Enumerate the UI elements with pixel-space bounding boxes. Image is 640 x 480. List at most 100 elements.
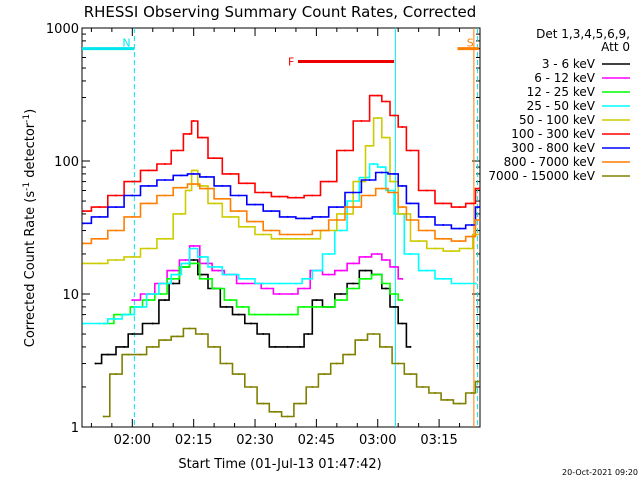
data-point [376, 94, 379, 97]
data-point [164, 299, 167, 302]
y-tick-label: 1000 [46, 22, 79, 37]
data-point [131, 215, 134, 218]
legend-label: 300 - 800 keV [511, 141, 595, 155]
data-point [327, 273, 330, 276]
data-point [470, 235, 473, 238]
data-point [204, 277, 207, 280]
data-point [393, 180, 396, 183]
data-point [213, 202, 216, 205]
legend-label: 12 - 25 keV [527, 85, 596, 99]
data-point [204, 187, 207, 190]
data-point [114, 206, 117, 209]
data-point [409, 252, 412, 255]
data-point [384, 100, 387, 103]
data-point [327, 180, 330, 183]
data-point [294, 237, 297, 240]
data-point [184, 262, 187, 265]
data-point [221, 197, 224, 200]
data-point [225, 305, 228, 308]
data-point [213, 345, 216, 348]
data-point [434, 392, 437, 395]
data-point [266, 313, 269, 316]
data-point [393, 172, 396, 175]
data-point [164, 162, 167, 165]
data-point [401, 184, 404, 187]
data-point [393, 191, 396, 194]
data-point [397, 362, 400, 365]
data-point [274, 345, 277, 348]
data-point [147, 299, 150, 302]
data-point [237, 194, 240, 197]
legend-header-line-1: Det 1,3,4,5,6,9, [536, 27, 630, 41]
data-point [192, 172, 195, 175]
series-layer [82, 94, 481, 418]
data-point [262, 333, 265, 336]
data-point [204, 262, 207, 265]
data-point [82, 322, 85, 325]
data-point [147, 169, 150, 172]
data-point [114, 259, 117, 262]
data-point [217, 287, 220, 290]
data-point [470, 202, 473, 205]
x-tick-label: 03:00 [359, 433, 396, 448]
data-point [466, 247, 469, 250]
data-point [409, 219, 412, 222]
data-point [200, 255, 203, 258]
data-point [315, 305, 318, 308]
data-point [176, 335, 179, 338]
data-point [401, 126, 404, 129]
data-point [384, 287, 387, 290]
data-point [442, 237, 445, 240]
data-point [147, 202, 150, 205]
data-point [290, 293, 293, 295]
legend-label: 6 - 12 keV [534, 71, 596, 85]
chart-title: RHESSI Observing Summary Count Rates, Co… [84, 3, 477, 21]
data-point [478, 219, 481, 222]
data-point [352, 287, 355, 290]
data-point [299, 345, 302, 348]
y-tick-label: 10 [62, 288, 79, 303]
data-point [442, 277, 445, 280]
data-point [94, 362, 97, 365]
data-point [278, 293, 281, 295]
series-line-0 [95, 259, 411, 365]
data-point [384, 282, 387, 285]
data-point [98, 215, 101, 218]
flag-label: F [288, 55, 294, 68]
data-point [237, 313, 240, 316]
legend-label: 3 - 6 keV [542, 57, 596, 71]
data-point [470, 392, 473, 395]
data-point [470, 224, 473, 227]
data-point [164, 339, 167, 342]
data-point [458, 227, 461, 230]
data-point [425, 229, 428, 232]
data-point [401, 299, 404, 302]
data-point [335, 219, 338, 222]
data-point [229, 299, 232, 302]
data-point [339, 299, 342, 302]
data-point [315, 299, 318, 302]
data-point [352, 262, 355, 265]
data-point [147, 184, 150, 187]
data-point [192, 169, 195, 172]
data-point [278, 282, 281, 285]
data-point [311, 194, 314, 197]
data-point [409, 202, 412, 205]
data-point [164, 237, 167, 240]
data-point [286, 215, 289, 218]
data-point [442, 224, 445, 227]
x-axis: 02:00 02:15 02:30 02:45 03:00 03:15 [90, 28, 481, 448]
data-point [380, 187, 383, 190]
data-point [372, 162, 375, 165]
data-point [294, 196, 297, 199]
series-line-1 [132, 245, 403, 301]
data-point [446, 398, 449, 401]
data-point [478, 380, 481, 383]
data-point [200, 333, 203, 336]
data-point [393, 114, 396, 117]
data-point [401, 206, 404, 209]
legend-label: 800 - 7000 keV [504, 155, 596, 169]
data-point [229, 273, 232, 276]
data-point [241, 305, 244, 308]
